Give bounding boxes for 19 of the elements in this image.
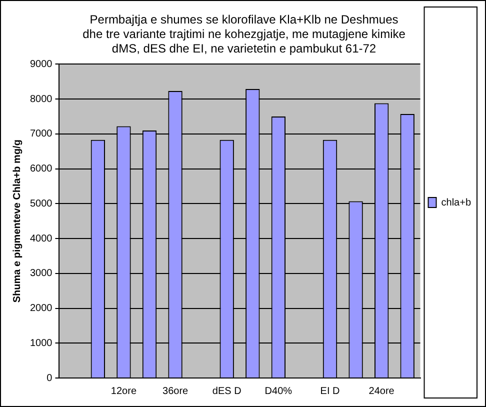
y-tick-label: 8000 <box>30 94 53 105</box>
x-tick-label: D40% <box>264 386 292 397</box>
y-tick-label: 7000 <box>30 128 53 140</box>
y-tick-label: 3000 <box>30 268 53 280</box>
x-tick-label: 12ore <box>110 386 137 397</box>
chart-title: Permbajtja e shumes se klorofilave Kla+Klb ne Deshmues dhe tre variante trajtimi ne kohezgjatje, me mutagjene kimike dMS, dES dhe EI, ne varietetin e pambukut 61-72 <box>82 12 406 56</box>
legend-label: chla+b <box>441 197 472 208</box>
y-tick-label: 9000 <box>30 58 53 70</box>
y-tick-label: 5000 <box>30 198 53 210</box>
y-tick-label: 4000 <box>30 233 53 244</box>
y-axis-title: Shuma e pigmenteve Chla+b mg/g <box>12 140 23 303</box>
y-tick-label: 1000 <box>30 338 53 349</box>
x-tick-label: EI D <box>320 386 340 397</box>
x-tick-label: 24ore <box>368 386 395 397</box>
x-tick-label: 36ore <box>162 386 189 397</box>
x-tick-label: dES D <box>212 386 242 397</box>
y-tick-label: 0 <box>46 372 53 384</box>
y-tick-label: 6000 <box>30 164 53 175</box>
y-tick-label: 2000 <box>30 303 53 314</box>
